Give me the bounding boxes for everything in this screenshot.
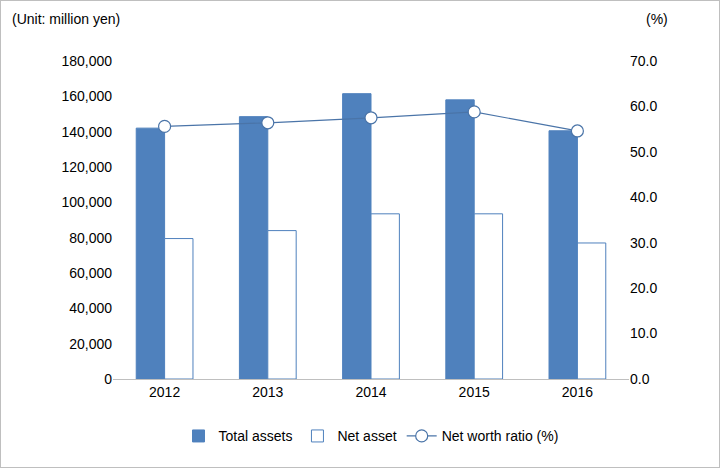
svg-text:10.0: 10.0 (630, 325, 657, 341)
svg-text:2015: 2015 (459, 384, 490, 400)
svg-text:2013: 2013 (252, 384, 283, 400)
svg-text:30.0: 30.0 (630, 235, 657, 251)
svg-text:(Unit: million yen): (Unit: million yen) (12, 11, 120, 27)
svg-text:160,000: 160,000 (61, 88, 112, 104)
svg-text:120,000: 120,000 (61, 159, 112, 175)
svg-text:(%): (%) (646, 11, 668, 27)
svg-text:60.0: 60.0 (630, 98, 657, 114)
svg-text:20.0: 20.0 (630, 280, 657, 296)
svg-text:60,000: 60,000 (69, 265, 112, 281)
svg-text:2012: 2012 (149, 384, 180, 400)
svg-text:180,000: 180,000 (61, 53, 112, 69)
svg-text:40.0: 40.0 (630, 189, 657, 205)
svg-text:Total assets: Total assets (219, 428, 293, 444)
svg-text:2016: 2016 (562, 384, 593, 400)
svg-text:0: 0 (104, 371, 112, 387)
svg-text:80,000: 80,000 (69, 230, 112, 246)
svg-text:0.0: 0.0 (630, 371, 650, 387)
svg-text:2014: 2014 (355, 384, 386, 400)
svg-text:50.0: 50.0 (630, 144, 657, 160)
svg-text:20,000: 20,000 (69, 336, 112, 352)
svg-text:Net worth ratio (%): Net worth ratio (%) (442, 428, 559, 444)
svg-text:100,000: 100,000 (61, 194, 112, 210)
svg-text:40,000: 40,000 (69, 300, 112, 316)
svg-text:140,000: 140,000 (61, 124, 112, 140)
svg-text:Net asset: Net asset (337, 428, 396, 444)
svg-text:70.0: 70.0 (630, 53, 657, 69)
